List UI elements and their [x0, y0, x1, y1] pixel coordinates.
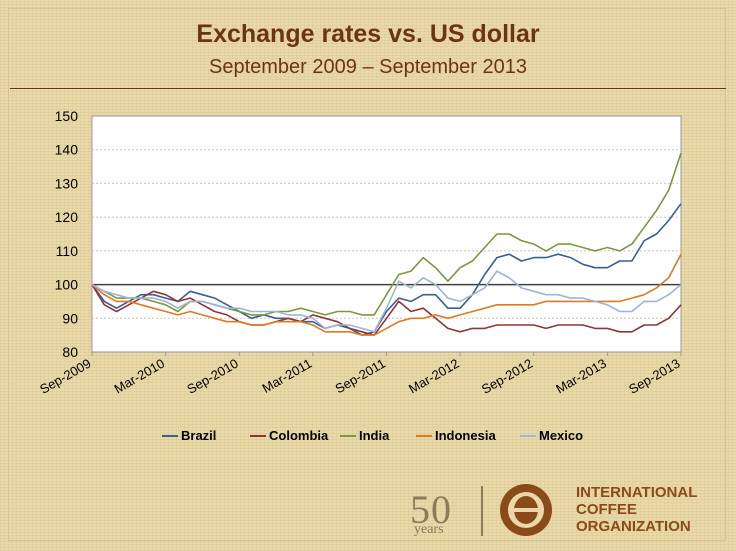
y-tick-label: 130 — [55, 175, 79, 191]
legend-label-mexico: Mexico — [539, 428, 583, 443]
x-tick-label: Mar-2013 — [553, 356, 609, 397]
x-tick-label: Sep-2013 — [626, 356, 682, 397]
series-line-indonesia — [91, 253, 682, 336]
series-line-mexico — [91, 270, 682, 333]
x-tick-label: Sep-2010 — [184, 356, 240, 397]
y-tick-label: 110 — [56, 243, 79, 259]
y-tick-label: 140 — [55, 142, 79, 158]
org-line-2: COFFEE — [576, 501, 637, 518]
x-tick-label: Sep-2012 — [479, 356, 535, 397]
logo-divider — [481, 486, 483, 536]
anniversary-word: years — [414, 522, 444, 537]
series-line-brazil — [91, 203, 682, 336]
coffee-bean-icon — [500, 484, 552, 536]
legend-label-brazil: Brazil — [181, 428, 216, 443]
y-tick-label: 120 — [55, 209, 79, 225]
y-tick-label: 100 — [55, 277, 79, 293]
org-line-3: ORGANIZATION — [576, 518, 691, 535]
chart-title: Exchange rates vs. US dollar — [196, 20, 540, 48]
slide-frame — [8, 8, 726, 541]
plot-area — [91, 115, 682, 353]
x-tick-label: Sep-2011 — [333, 356, 388, 397]
legend-label-india: India — [359, 428, 390, 443]
organization-name: INTERNATIONAL COFFEE ORGANIZATION — [576, 484, 697, 535]
anniversary-number: 50 — [410, 487, 452, 532]
series-line-colombia — [91, 284, 682, 336]
x-tick-label: Mar-2011 — [260, 356, 315, 396]
exchange-rate-chart: 80 90 100 110 120 130 140 150 Sep-2009 Mar-2010 Se… — [37, 108, 682, 443]
title-divider — [10, 88, 726, 89]
x-tick-label: Mar-2012 — [406, 356, 462, 397]
y-tick-label: 90 — [62, 310, 78, 326]
org-line-1: INTERNATIONAL — [576, 484, 698, 501]
x-tick-label: Sep-2009 — [37, 356, 93, 397]
y-tick-label: 80 — [62, 344, 78, 360]
chart-subtitle: September 2009 – September 2013 — [209, 56, 527, 78]
legend-label-indonesia: Indonesia — [435, 428, 496, 443]
x-tick-label: Mar-2010 — [111, 356, 167, 397]
y-tick-label: 150 — [55, 108, 79, 124]
legend-label-colombia: Colombia — [269, 428, 329, 443]
